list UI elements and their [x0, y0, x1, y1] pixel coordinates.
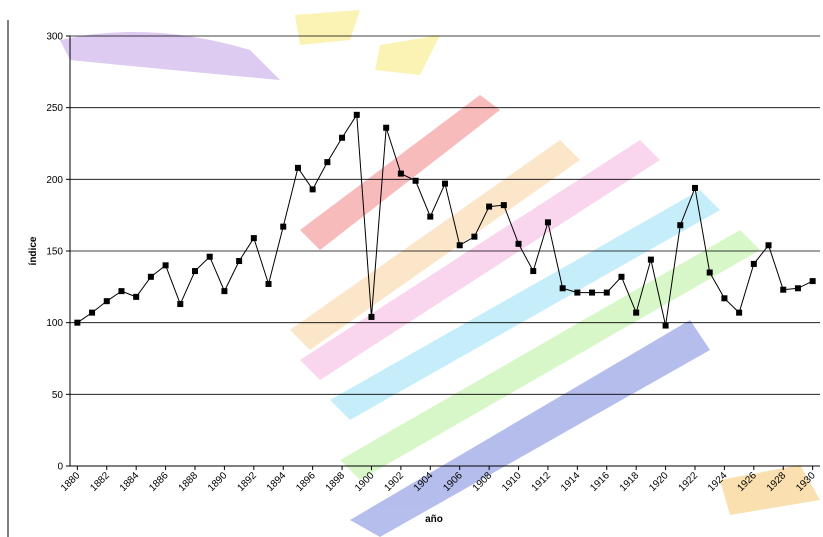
data-point: [809, 278, 816, 285]
y-axis-label: índice: [28, 236, 39, 265]
x-tick-label: 1896: [294, 470, 318, 494]
data-point: [456, 242, 463, 249]
x-tick-label: 1894: [265, 470, 289, 494]
data-point: [618, 273, 625, 280]
x-tick-label: 1882: [88, 470, 112, 494]
data-point: [677, 222, 684, 229]
data-point: [309, 186, 316, 193]
x-tick-label: 1916: [588, 470, 612, 494]
data-point: [74, 319, 81, 326]
x-tick-label: 1898: [324, 470, 348, 494]
data-point: [780, 286, 787, 293]
data-point: [442, 180, 448, 187]
data-point: [662, 322, 669, 329]
data-point: [324, 159, 331, 166]
data-point: [544, 219, 551, 226]
data-point: [633, 309, 640, 316]
y-tick-label: 150: [46, 247, 63, 258]
data-point: [486, 203, 493, 210]
data-point: [236, 258, 243, 265]
y-tick-label: 100: [46, 318, 63, 329]
data-point: [89, 309, 96, 316]
data-point: [103, 298, 110, 305]
x-tick-label: 1918: [618, 470, 642, 494]
data-point: [530, 268, 537, 275]
data-point: [206, 253, 213, 260]
data-point: [589, 289, 596, 296]
x-tick-label: 1910: [500, 470, 524, 494]
data-point: [177, 301, 184, 308]
data-point: [294, 164, 301, 171]
x-tick-label: 1892: [235, 470, 259, 494]
data-point: [765, 242, 772, 249]
data-point: [250, 235, 257, 242]
x-tick-label: 1914: [559, 470, 583, 494]
data-point: [383, 124, 390, 131]
data-point: [133, 293, 140, 300]
data-point: [427, 213, 434, 220]
y-tick-label: 300: [46, 32, 63, 43]
data-point: [647, 256, 654, 263]
x-tick-label: 1912: [530, 470, 554, 494]
data-point: [500, 202, 507, 209]
data-point: [353, 111, 360, 118]
data-point: [574, 289, 581, 296]
data-point: [368, 313, 375, 320]
data-point: [162, 262, 169, 269]
x-axis-label: año: [425, 514, 443, 525]
x-tick-label: 1880: [59, 470, 83, 494]
data-point: [280, 223, 287, 230]
data-point: [559, 285, 566, 292]
data-point: [692, 184, 698, 191]
x-tick-label: 1922: [677, 470, 701, 494]
background-decoration: [60, 10, 820, 537]
data-point: [192, 268, 198, 275]
y-tick-label: 0: [57, 462, 63, 473]
data-point: [721, 295, 728, 302]
data-point: [118, 288, 125, 295]
x-tick-label: 1884: [118, 470, 142, 494]
data-point: [412, 177, 419, 184]
data-point: [515, 240, 522, 247]
data-point: [603, 289, 610, 296]
data-point: [736, 309, 743, 316]
data-point: [221, 288, 228, 295]
x-tick-label: 1888: [177, 470, 201, 494]
data-point: [794, 285, 801, 292]
data-point: [397, 170, 404, 177]
y-tick-label: 200: [46, 175, 63, 186]
data-point: [706, 269, 713, 276]
data-point: [750, 260, 757, 267]
data-point: [471, 233, 478, 240]
data-point: [339, 134, 346, 141]
data-point: [265, 280, 272, 287]
y-tick-label: 250: [46, 103, 63, 114]
x-tick-label: 1920: [647, 470, 671, 494]
data-point: [147, 273, 154, 280]
x-tick-label: 1886: [147, 470, 171, 494]
x-tick-label: 1890: [206, 470, 230, 494]
y-tick-label: 50: [52, 390, 64, 401]
